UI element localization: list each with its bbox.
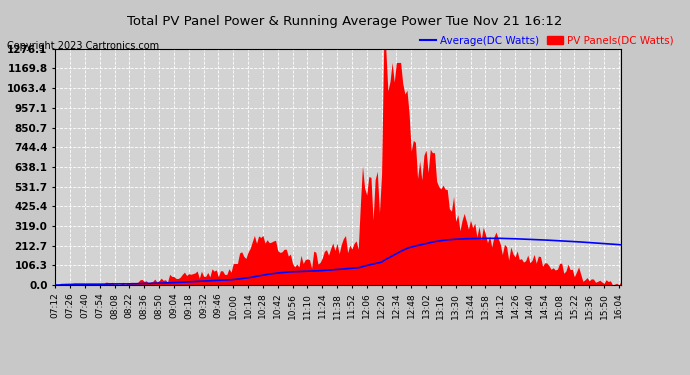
Text: Copyright 2023 Cartronics.com: Copyright 2023 Cartronics.com [7, 41, 159, 51]
Legend: Average(DC Watts), PV Panels(DC Watts): Average(DC Watts), PV Panels(DC Watts) [416, 32, 678, 50]
Text: Total PV Panel Power & Running Average Power Tue Nov 21 16:12: Total PV Panel Power & Running Average P… [128, 15, 562, 28]
